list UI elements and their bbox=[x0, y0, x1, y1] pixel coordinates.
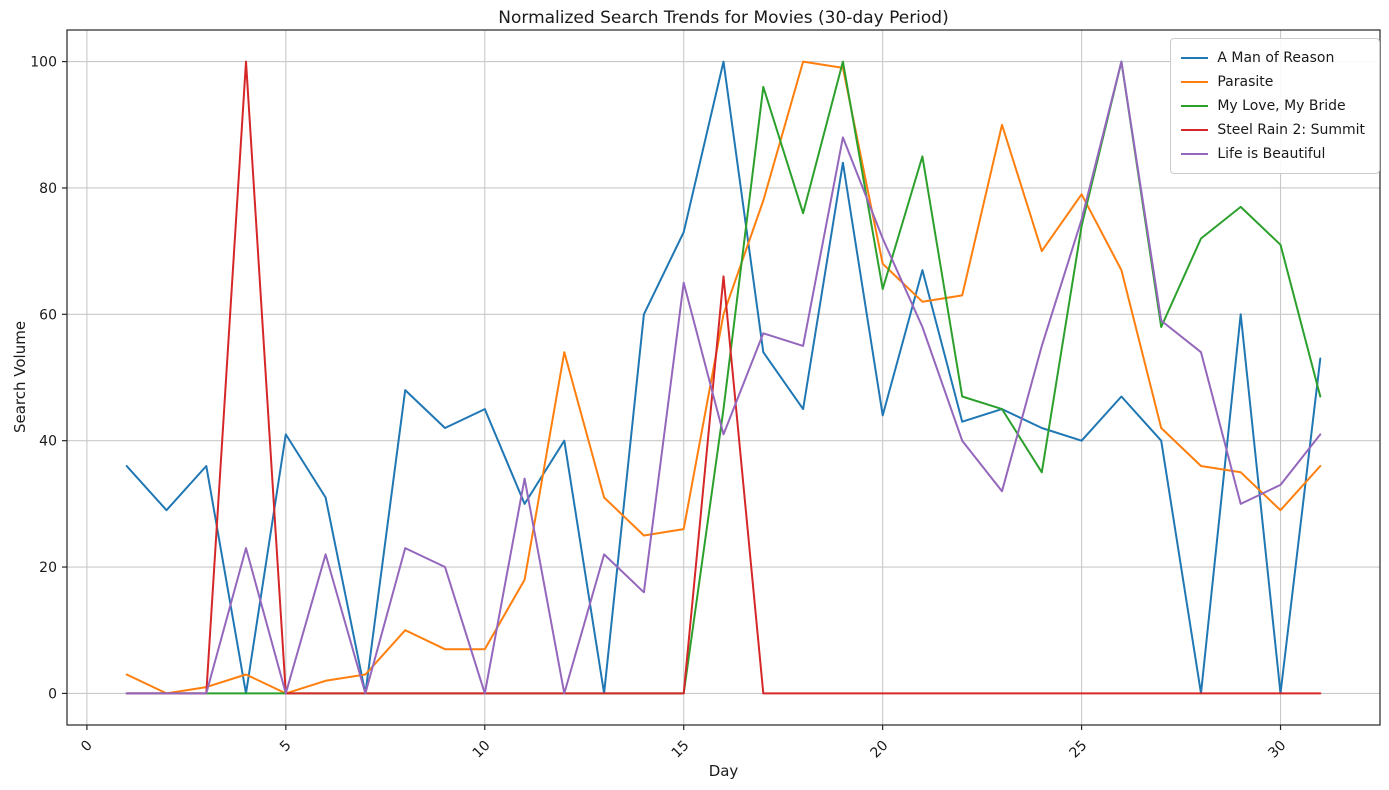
y-tick-label: 20 bbox=[39, 560, 57, 576]
legend-line-swatch bbox=[1181, 105, 1209, 107]
legend-item: Steel Rain 2: Summit bbox=[1181, 118, 1369, 142]
legend-line-swatch bbox=[1181, 57, 1209, 59]
series-line-5 bbox=[125, 60, 1322, 695]
legend-item: Life is Beautiful bbox=[1181, 142, 1369, 166]
y-tick-label: 0 bbox=[48, 686, 57, 702]
legend-item-label: A Man of Reason bbox=[1217, 50, 1335, 66]
legend-item-label: Life is Beautiful bbox=[1217, 146, 1326, 162]
x-axis-label: Day bbox=[708, 762, 739, 780]
series-line-4 bbox=[125, 60, 1322, 695]
legend-item-label: My Love, My Bride bbox=[1217, 98, 1346, 114]
legend-item-label: Steel Rain 2: Summit bbox=[1217, 122, 1365, 138]
x-tick-label: 30 bbox=[1265, 738, 1289, 762]
legend-line-swatch bbox=[1181, 81, 1209, 83]
chart-title: Normalized Search Trends for Movies (30-… bbox=[498, 8, 949, 28]
x-tick-label: 5 bbox=[277, 738, 295, 756]
y-tick-label: 40 bbox=[39, 434, 57, 450]
y-tick-label: 100 bbox=[30, 55, 57, 71]
legend-item: Parasite bbox=[1181, 70, 1369, 94]
plot-border bbox=[66, 29, 1381, 726]
x-tick-label: 25 bbox=[1066, 738, 1090, 762]
legend-item: My Love, My Bride bbox=[1181, 94, 1369, 118]
legend-item: A Man of Reason bbox=[1181, 46, 1369, 70]
series-line-1 bbox=[125, 60, 1322, 695]
y-axis-label: Search Volume bbox=[11, 320, 29, 434]
x-tick-label: 20 bbox=[868, 738, 892, 762]
x-tick-label: 10 bbox=[470, 738, 494, 762]
legend-item-label: Parasite bbox=[1217, 74, 1274, 90]
legend-line-swatch bbox=[1181, 153, 1209, 155]
series-line-3 bbox=[125, 60, 1322, 695]
legend-line-swatch bbox=[1181, 129, 1209, 131]
legend: A Man of Reason Parasite My Love, My Bri… bbox=[1170, 38, 1380, 174]
series-line-2 bbox=[125, 60, 1322, 695]
y-tick-label: 80 bbox=[39, 181, 57, 197]
x-tick-label: 0 bbox=[78, 738, 96, 756]
y-tick-label: 60 bbox=[39, 307, 57, 323]
x-tick-label: 15 bbox=[669, 738, 693, 762]
